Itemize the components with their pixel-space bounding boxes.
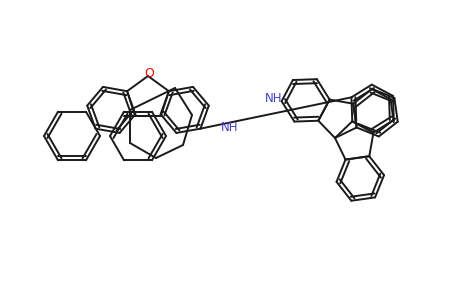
Text: NH: NH [220,121,238,134]
Text: NH: NH [265,92,283,105]
Text: O: O [144,67,154,79]
